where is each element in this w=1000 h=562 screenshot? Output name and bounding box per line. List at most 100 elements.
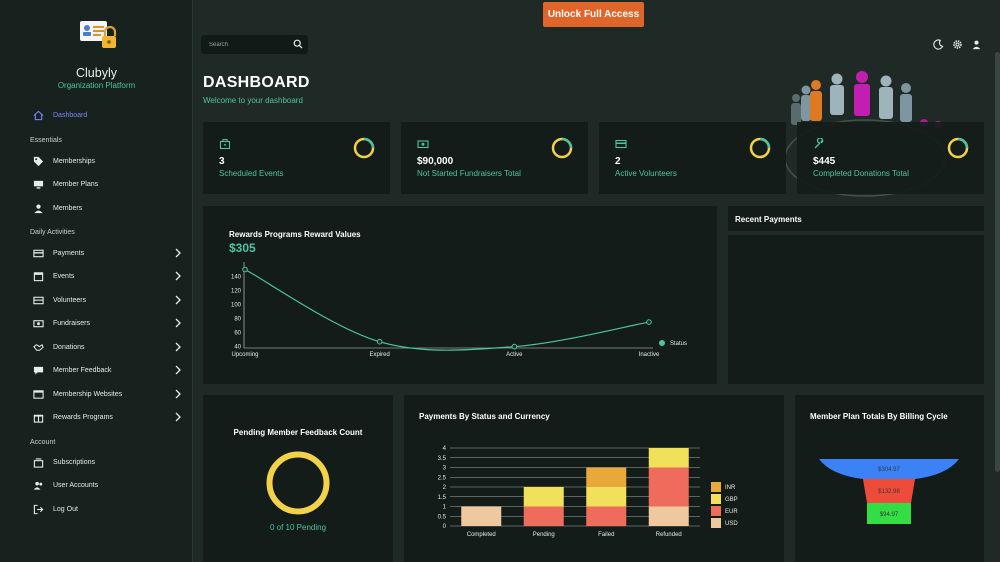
sidebar-item-membership-websites[interactable]: Membership Websites (0, 384, 193, 404)
sidebar-item-label: Volunteers (53, 296, 87, 304)
users-icon (31, 478, 45, 492)
stat-card-donations[interactable]: $445 Completed Donations Total (797, 122, 984, 194)
sidebar-item-label: Member Plans (53, 180, 99, 188)
legend-swatch (711, 518, 721, 528)
member-plan-card: Member Plan Totals By Billing Cycle $304… (795, 395, 984, 562)
series-line (244, 268, 650, 351)
x-tick-label: Refunded (656, 532, 682, 538)
calendar-icon (31, 269, 45, 283)
funnel-segment (867, 503, 911, 524)
sidebar-item-user-accounts[interactable]: User Accounts (0, 475, 193, 495)
bar-segment (523, 506, 564, 526)
funnel-segment (819, 459, 959, 479)
progress-ring (353, 137, 375, 159)
legend-swatch (711, 482, 721, 492)
stat-label: Active Volunteers (615, 169, 677, 178)
tag-icon (31, 154, 45, 168)
section-label-account: Account (30, 439, 56, 446)
sidebar-item-label: User Accounts (53, 481, 99, 489)
sidebar-item-dashboard[interactable]: Dashboard (0, 105, 193, 125)
legend-label: GBP (725, 497, 738, 503)
section-label-essentials: Essentials (30, 137, 62, 144)
sidebar-item-subscriptions[interactable]: Subscriptions (0, 452, 193, 472)
stat-value: 2 (615, 156, 621, 167)
sidebar-item-member-plans[interactable]: Member Plans (0, 174, 193, 194)
y-tick-label: 120 (231, 289, 242, 295)
sidebar-item-donations[interactable]: Donations (0, 337, 193, 357)
y-tick-label: 140 (231, 275, 242, 281)
y-tick-label: 3.5 (438, 456, 447, 462)
unlock-full-access-button[interactable]: Unlock Full Access (543, 2, 644, 27)
stat-label: Scheduled Events (219, 169, 284, 178)
sidebar-item-events[interactable]: Events (0, 266, 193, 286)
chevron-right-icon (175, 318, 181, 328)
x-tick-label: Upcoming (231, 352, 258, 358)
brand-subtitle: Organization Platform (57, 81, 136, 90)
home-icon (31, 108, 45, 122)
y-tick-label: 0.5 (438, 514, 447, 520)
stat-card-volunteers[interactable]: 2 Active Volunteers (599, 122, 786, 194)
volunteer-icon (31, 293, 45, 307)
sidebar-item-fundraisers[interactable]: Fundraisers (0, 313, 193, 333)
x-tick-label: Completed (467, 532, 496, 538)
pending-feedback-card: Pending Member Feedback Count 0 of 10 Pe… (203, 395, 393, 562)
chevron-right-icon (175, 248, 181, 258)
stat-card-fundraisers[interactable]: $90,000 Not Started Fundraisers Total (401, 122, 588, 194)
x-tick-label: Active (506, 352, 523, 358)
y-tick-label: 4 (443, 446, 447, 452)
page-scrollbar[interactable] (995, 52, 1000, 472)
sidebar-item-payments[interactable]: Payments (0, 243, 193, 263)
y-tick-label: 60 (234, 331, 241, 337)
sidebar-item-label: Events (53, 272, 75, 280)
member-plan-funnel-chart: $304.97 $132.98 $94.97 (819, 459, 959, 524)
legend-swatch (711, 506, 721, 516)
sidebar-item-memberships[interactable]: Memberships (0, 151, 193, 171)
x-tick-label: Inactive (639, 352, 660, 358)
sidebar-item-label: Fundraisers (53, 319, 90, 327)
bar-segment (648, 506, 689, 526)
member-plan-title: Member Plan Totals By Billing Cycle (810, 412, 948, 421)
chevron-right-icon (175, 389, 181, 399)
card-icon (615, 139, 627, 149)
stat-value: $445 (813, 156, 836, 167)
sidebar-item-log-out[interactable]: Log Out (0, 499, 193, 519)
bar-segment (586, 487, 627, 507)
logout-icon (31, 502, 45, 516)
page-title: DASHBOARD (203, 74, 310, 91)
chevron-right-icon (175, 295, 181, 305)
money-icon (31, 316, 45, 330)
legend-label: INR (725, 485, 736, 491)
y-tick-label: 80 (234, 317, 241, 323)
stat-value: 3 (219, 156, 225, 167)
bar-segment (648, 448, 689, 468)
chevron-right-icon (175, 365, 181, 375)
y-tick-label: 2 (443, 485, 447, 491)
legend-label: Status (670, 341, 687, 347)
briefcase-icon (219, 139, 231, 150)
sidebar-item-label: Log Out (53, 505, 78, 513)
gift-icon (31, 410, 45, 424)
gear-icon[interactable] (952, 39, 963, 50)
x-tick-label: Pending (533, 532, 555, 538)
legend-swatch (659, 340, 665, 346)
sidebar-item-member-feedback[interactable]: Member Feedback (0, 360, 193, 380)
bar-segment (586, 467, 627, 487)
bar-segment (461, 506, 502, 526)
sidebar-item-volunteers[interactable]: Volunteers (0, 290, 193, 310)
search-icon[interactable] (293, 39, 303, 49)
chart-title: Rewards Programs Reward Values (229, 230, 361, 239)
stat-card-scheduled-events[interactable]: 3 Scheduled Events (203, 122, 390, 194)
sidebar-item-members[interactable]: Members (0, 198, 193, 218)
data-point (376, 338, 383, 345)
dark-mode-icon[interactable] (933, 39, 944, 50)
payments-status-card: Payments By Status and Currency 0 0.5 1 1.5… (404, 395, 784, 562)
sidebar-item-label: Dashboard (53, 111, 88, 119)
search-input[interactable] (209, 39, 289, 50)
browser-icon (31, 387, 45, 401)
user-icon[interactable] (971, 39, 982, 50)
handshake-icon (31, 340, 45, 354)
logo-icon (80, 21, 117, 48)
payments-chart-title: Payments By Status and Currency (419, 412, 550, 421)
sidebar-item-rewards-programs[interactable]: Rewards Programs (0, 407, 193, 427)
